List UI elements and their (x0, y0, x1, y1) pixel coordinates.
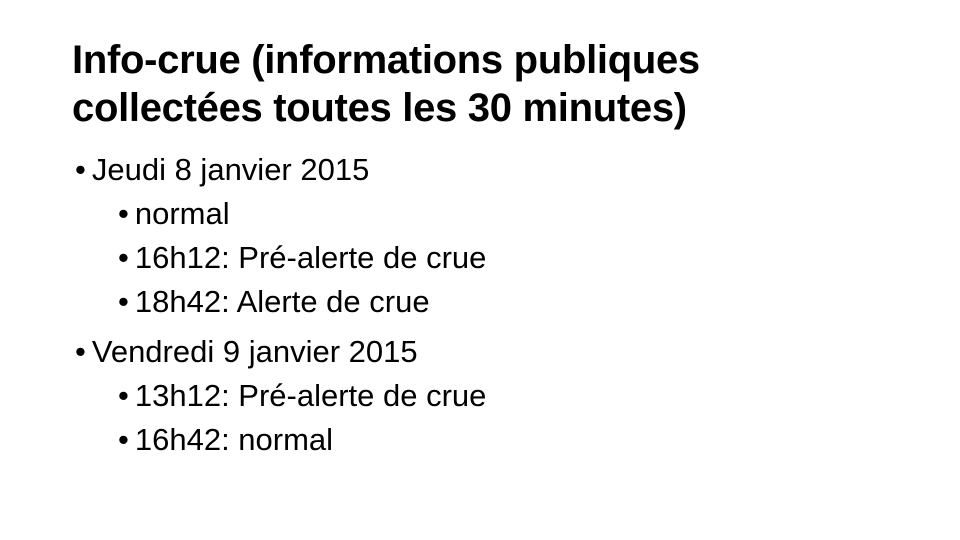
bullet-icon: • (75, 334, 86, 369)
list-item-event: • 18h42: Alerte de crue (72, 280, 900, 324)
bullet-list: • Jeudi 8 janvier 2015 • normal • 16h12:… (72, 148, 900, 462)
day-group: • Jeudi 8 janvier 2015 • normal • 16h12:… (72, 148, 900, 324)
list-item-event: • 16h42: normal (72, 418, 900, 462)
bullet-icon: • (118, 378, 129, 413)
bullet-icon: • (118, 284, 129, 319)
event-label: 16h42: normal (134, 422, 334, 457)
list-item-event: • 16h12: Pré-alerte de crue (72, 236, 900, 280)
day-label: Jeudi 8 janvier 2015 (91, 152, 370, 187)
event-label: normal (134, 196, 230, 231)
list-item-event: • 13h12: Pré-alerte de crue (72, 374, 900, 418)
list-item-day: • Vendredi 9 janvier 2015 (72, 330, 900, 374)
event-label: 13h12: Pré-alerte de crue (134, 378, 487, 413)
bullet-icon: • (75, 152, 86, 187)
bullet-icon: • (118, 422, 129, 457)
slide-title: Info-crue (informations publiques collec… (72, 38, 700, 130)
day-label: Vendredi 9 janvier 2015 (91, 334, 418, 369)
list-item-event: • normal (72, 192, 900, 236)
event-label: 16h12: Pré-alerte de crue (134, 240, 487, 275)
list-item-day: • Jeudi 8 janvier 2015 (72, 148, 900, 192)
bullet-icon: • (118, 240, 129, 275)
bullet-icon: • (118, 196, 129, 231)
day-group: • Vendredi 9 janvier 2015 • 13h12: Pré-a… (72, 330, 900, 462)
event-label: 18h42: Alerte de crue (134, 284, 430, 319)
